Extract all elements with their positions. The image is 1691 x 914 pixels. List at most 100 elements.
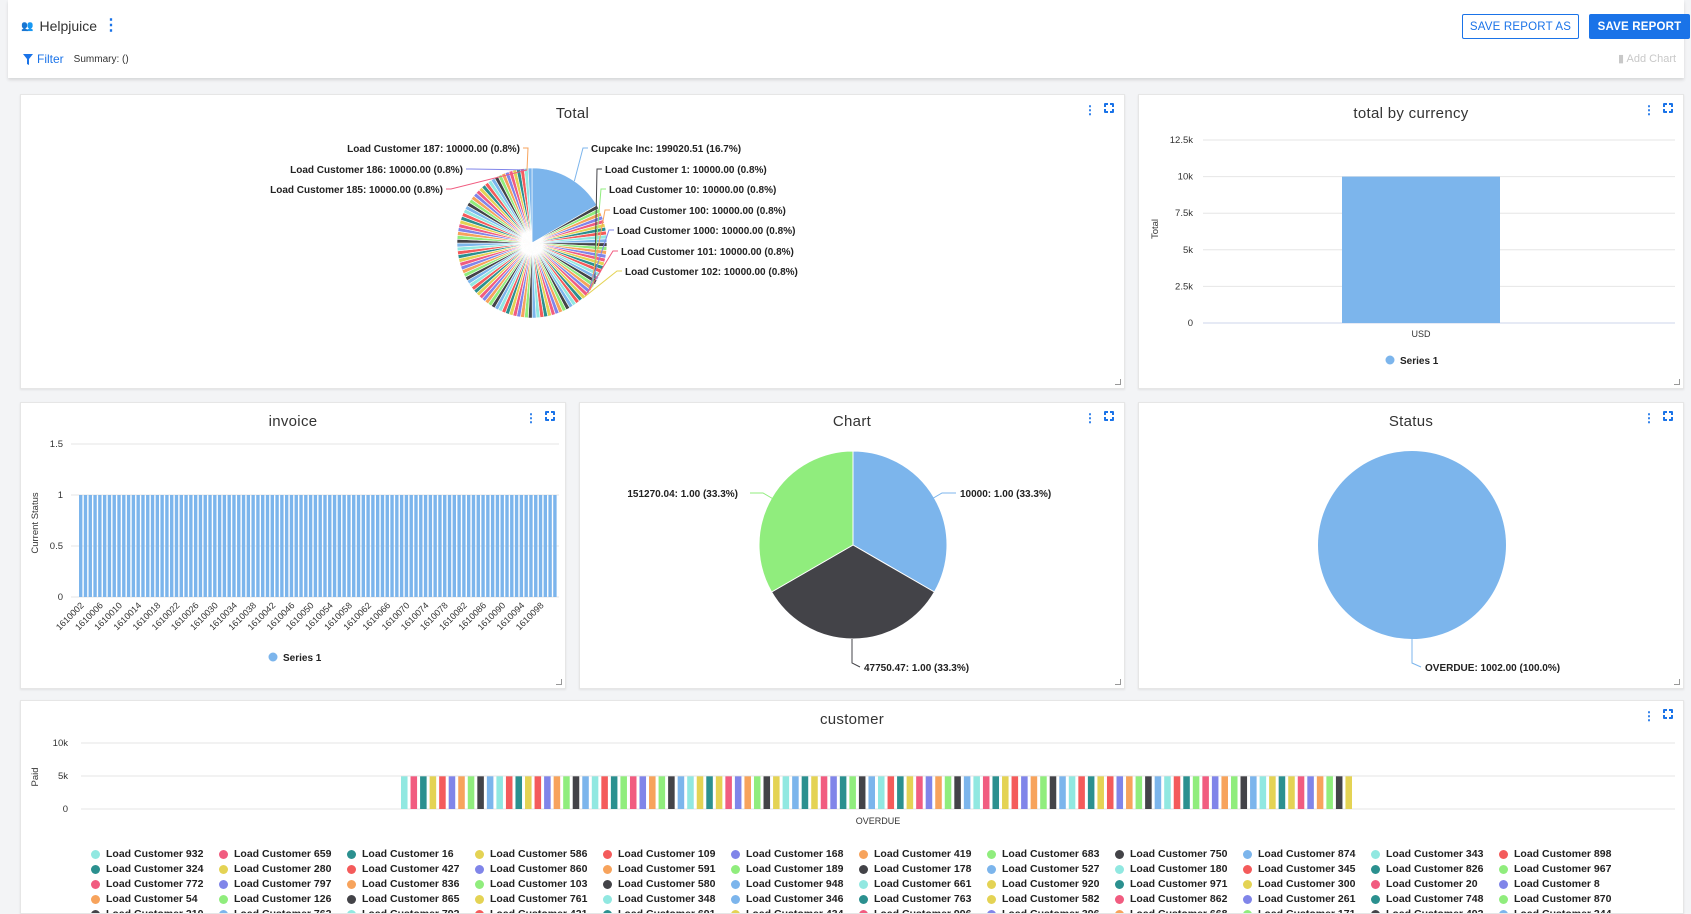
legend-item[interactable]: Load Customer 750 (1115, 847, 1243, 861)
add-chart-button[interactable]: ▮ Add Chart (1618, 52, 1676, 65)
bar (1240, 776, 1248, 809)
legend-item[interactable]: Load Customer 836 (347, 877, 475, 891)
legend-item[interactable]: Load Customer 168 (731, 847, 859, 861)
panel-menu-icon[interactable]: ⋮ (1084, 411, 1096, 425)
legend-marker (347, 849, 356, 859)
legend-item[interactable]: Load Customer 171 (1243, 907, 1371, 913)
legend-item[interactable]: Load Customer 874 (1243, 847, 1371, 861)
legend-item[interactable]: Load Customer 971 (1115, 877, 1243, 891)
bar (419, 495, 423, 597)
legend-item[interactable]: Load Customer 126 (219, 892, 347, 906)
legend-item[interactable]: Load Customer 826 (1371, 862, 1499, 876)
legend-item[interactable]: Load Customer 580 (603, 877, 731, 891)
legend-marker (731, 894, 740, 904)
bar (265, 495, 270, 597)
bar (366, 495, 370, 597)
bar (337, 495, 342, 597)
expand-icon[interactable] (544, 410, 556, 422)
legend-item[interactable]: Load Customer 346 (731, 892, 859, 906)
legend-item[interactable]: Load Customer 792 (347, 907, 475, 913)
legend-item[interactable]: Load Customer 668 (1115, 907, 1243, 914)
legend-item[interactable]: Load Customer 180 (1115, 862, 1243, 876)
legend-item[interactable]: Load Customer 865 (347, 892, 475, 906)
legend-item[interactable]: Load Customer 324 (91, 862, 219, 876)
legend-item[interactable]: Load Customer 244 (1499, 907, 1627, 913)
legend-item[interactable]: Load Customer 586 (475, 847, 603, 861)
panel-menu-icon[interactable]: ⋮ (525, 411, 537, 425)
panel-menu-icon[interactable]: ⋮ (1643, 103, 1655, 117)
save-report-as-button[interactable]: SAVE REPORT AS (1462, 14, 1579, 39)
legend-item[interactable]: Load Customer 54 (91, 892, 219, 906)
legend-item[interactable]: Load Customer 860 (475, 862, 603, 876)
legend-marker (1499, 894, 1508, 904)
legend-item[interactable]: Load Customer 763 (859, 892, 987, 906)
legend-marker (1371, 849, 1380, 859)
panel-menu-icon[interactable]: ⋮ (1643, 411, 1655, 425)
legend-item[interactable]: Load Customer 261 (1243, 892, 1371, 906)
legend-item[interactable]: Load Customer 762 (219, 907, 347, 913)
legend-item[interactable]: Load Customer 109 (603, 847, 731, 861)
bar (992, 776, 1000, 809)
legend-item[interactable]: Load Customer 280 (219, 862, 347, 876)
legend-item[interactable]: Load Customer 427 (347, 862, 475, 876)
expand-icon[interactable] (1662, 708, 1674, 720)
legend-item[interactable]: Load Customer 862 (1115, 892, 1243, 906)
panel-menu-icon[interactable]: ⋮ (1084, 103, 1096, 117)
legend-item[interactable]: Load Customer 920 (987, 877, 1115, 891)
legend-item[interactable]: Load Customer 343 (1371, 847, 1499, 861)
legend-item[interactable]: Load Customer 870 (1499, 892, 1627, 906)
legend-item[interactable]: Load Customer 8 (1499, 877, 1627, 891)
resize-handle[interactable] (1674, 379, 1680, 385)
panel-menu-icon[interactable]: ⋮ (1643, 709, 1655, 723)
legend-item[interactable]: Load Customer 419 (859, 847, 987, 861)
resize-handle[interactable] (1674, 679, 1680, 685)
legend-item[interactable]: Load Customer 16 (347, 847, 475, 861)
bar (79, 495, 83, 597)
bar (179, 495, 183, 597)
bar (466, 495, 471, 597)
legend-item[interactable]: Load Customer 683 (987, 847, 1115, 861)
legend-item[interactable]: Load Customer 178 (859, 862, 987, 876)
report-menu-icon[interactable]: ⋮ (103, 17, 120, 34)
legend-item[interactable]: Load Customer 772 (91, 877, 219, 891)
legend-item[interactable]: Load Customer 527 (987, 862, 1115, 876)
legend-item[interactable]: Load Customer 691 (603, 907, 731, 913)
legend-item[interactable]: Load Customer 189 (731, 862, 859, 876)
legend-item[interactable]: Load Customer 20 (1371, 877, 1499, 891)
legend-item[interactable]: Load Customer 348 (603, 892, 731, 906)
bar (658, 776, 666, 809)
expand-icon[interactable] (1662, 102, 1674, 114)
legend-item[interactable]: Load Customer 659 (219, 847, 347, 861)
legend-item[interactable]: Load Customer 345 (1243, 862, 1371, 876)
resize-handle[interactable] (556, 679, 562, 685)
legend-item[interactable]: Load Customer 748 (1371, 892, 1499, 906)
legend-label: Load Customer 668 (1130, 908, 1228, 914)
expand-icon[interactable] (1662, 410, 1674, 422)
legend-item[interactable]: Load Customer 210 (91, 907, 219, 913)
legend-label: Load Customer 580 (618, 878, 716, 890)
legend-item[interactable]: Load Customer 591 (603, 862, 731, 876)
resize-handle[interactable] (1115, 679, 1121, 685)
legend-item[interactable]: Load Customer 948 (731, 877, 859, 891)
filter-row: Filter Summary: () (23, 52, 129, 66)
legend-item[interactable]: Load Customer 761 (475, 892, 603, 906)
legend-item[interactable]: Load Customer 300 (1243, 877, 1371, 891)
legend-item[interactable]: Load Customer 434 (731, 907, 859, 913)
bar (146, 495, 150, 597)
legend-item[interactable]: Load Customer 932 (91, 847, 219, 861)
legend-item[interactable]: Load Customer 661 (859, 877, 987, 891)
legend-item[interactable]: Load Customer 797 (219, 877, 347, 891)
legend-item[interactable]: Load Customer 421 (475, 907, 603, 913)
save-report-button[interactable]: SAVE REPORT (1589, 14, 1690, 39)
expand-icon[interactable] (1103, 410, 1115, 422)
expand-icon[interactable] (1103, 102, 1115, 114)
legend-item[interactable]: Load Customer 967 (1499, 862, 1627, 876)
legend-item[interactable]: Load Customer 898 (1499, 847, 1627, 861)
legend-item[interactable]: Load Customer 396 (987, 907, 1115, 913)
legend-item[interactable]: Load Customer 582 (987, 892, 1115, 906)
legend-item[interactable]: Load Customer 996 (859, 907, 987, 913)
resize-handle[interactable] (1115, 379, 1121, 385)
filter-button[interactable]: Filter (23, 52, 64, 66)
legend-item[interactable]: Load Customer 103 (475, 877, 603, 891)
legend-item[interactable]: Load Customer 492 (1371, 907, 1499, 913)
